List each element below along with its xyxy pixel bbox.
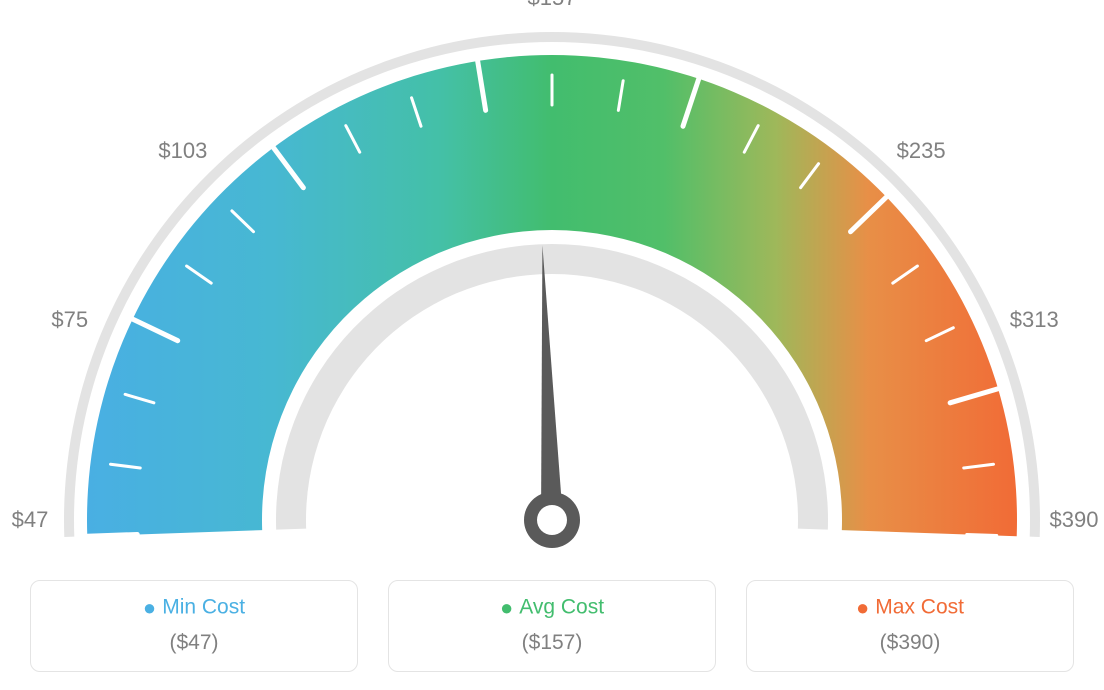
legend-title-avg: ● Avg Cost [399, 595, 705, 621]
dot-icon: ● [856, 595, 869, 620]
gauge-tick-label: $157 [528, 0, 577, 11]
legend-value-avg: ($157) [399, 631, 705, 655]
legend-row: ● Min Cost ($47) ● Avg Cost ($157) ● Max Co… [0, 580, 1104, 672]
gauge-tick-label: $313 [1010, 307, 1059, 333]
dot-icon: ● [500, 595, 513, 620]
legend-card-max: ● Max Cost ($390) [746, 580, 1074, 672]
legend-label-avg: Avg Cost [519, 596, 604, 619]
gauge-tick-label: $235 [897, 138, 946, 164]
gauge-tick-label: $390 [1050, 507, 1099, 533]
legend-label-min: Min Cost [162, 596, 245, 619]
legend-value-min: ($47) [41, 631, 347, 655]
gauge-tick-label: $47 [12, 507, 49, 533]
gauge-tick-label: $103 [158, 138, 207, 164]
legend-value-max: ($390) [757, 631, 1063, 655]
legend-title-max: ● Max Cost [757, 595, 1063, 621]
gauge-chart: $47 $75 $103 $157 $235 $313 $390 [0, 0, 1104, 560]
legend-card-avg: ● Avg Cost ($157) [388, 580, 716, 672]
legend-label-max: Max Cost [875, 596, 964, 619]
gauge-svg [0, 0, 1104, 560]
legend-title-min: ● Min Cost [41, 595, 347, 621]
dot-icon: ● [143, 595, 156, 620]
gauge-tick-label: $75 [51, 307, 88, 333]
legend-card-min: ● Min Cost ($47) [30, 580, 358, 672]
